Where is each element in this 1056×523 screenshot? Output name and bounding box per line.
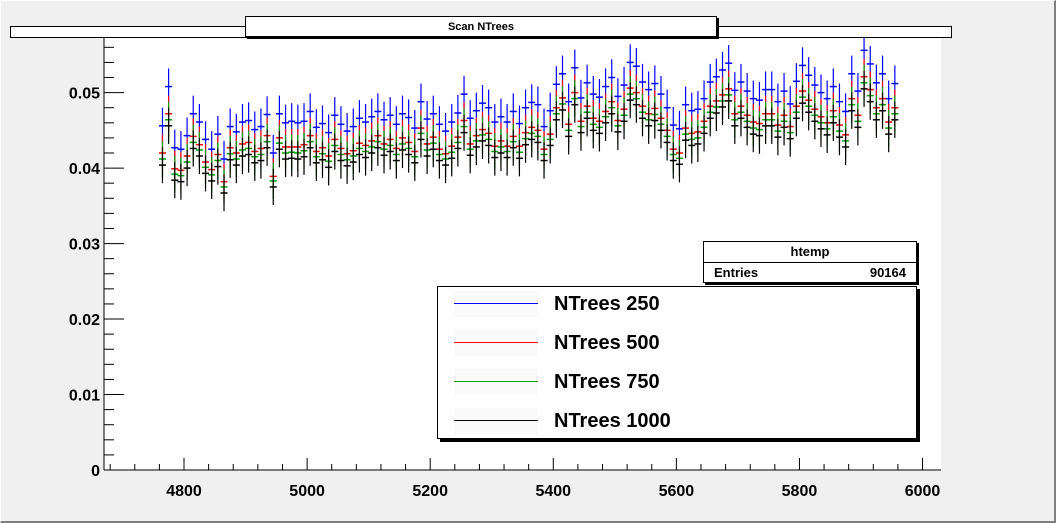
legend-label: NTrees 1000 <box>554 409 671 432</box>
x-tick-label: 5400 <box>535 483 571 500</box>
stats-entries-row: Entries 90164 <box>704 263 916 283</box>
legend-item-ntrees-250: NTrees 250 <box>454 289 660 319</box>
y-tick-label: 0.03 <box>69 237 100 254</box>
legend: NTrees 250 NTrees 500 NTrees 750 NTrees … <box>437 286 917 439</box>
stats-box: htemp Entries 90164 <box>703 241 917 283</box>
legend-swatch-blue <box>454 291 538 317</box>
series-0 <box>158 32 899 178</box>
legend-item-ntrees-500: NTrees 500 <box>454 328 660 358</box>
legend-label: NTrees 500 <box>554 331 660 354</box>
y-tick-label: 0.01 <box>69 388 100 405</box>
x-tick-label: 5200 <box>412 483 448 500</box>
legend-label: NTrees 250 <box>554 292 660 315</box>
y-tick-label: 0.04 <box>69 161 100 178</box>
legend-item-ntrees-1000: NTrees 1000 <box>454 406 671 436</box>
legend-swatch-red <box>454 330 538 356</box>
y-tick-label: 0.02 <box>69 312 100 329</box>
data-marks <box>158 32 899 212</box>
stats-entries-label: Entries <box>714 265 759 280</box>
legend-swatch-green <box>454 369 538 395</box>
series-2 <box>158 64 899 206</box>
legend-swatch-black <box>454 408 538 434</box>
x-tick-label: 5000 <box>289 483 325 500</box>
series-3 <box>158 70 899 212</box>
y-tick-label: 0 <box>91 463 100 480</box>
stats-name: htemp <box>704 242 916 263</box>
axes: 4800 5000 5200 5400 5600 5800 6000 0 0.01 0.02 0.0… <box>69 36 941 500</box>
x-tick-label: 4800 <box>166 483 202 500</box>
y-tick-label: 0.05 <box>69 86 100 103</box>
series-1 <box>158 58 899 200</box>
legend-label: NTrees 750 <box>554 370 660 393</box>
stats-entries-value: 90164 <box>869 265 906 280</box>
legend-item-ntrees-750: NTrees 750 <box>454 367 660 397</box>
x-tick-label: 5600 <box>659 483 695 500</box>
x-tick-label: 5800 <box>782 483 818 500</box>
x-tick-label: 6000 <box>905 483 941 500</box>
chart-title: Scan NTrees <box>245 16 717 37</box>
